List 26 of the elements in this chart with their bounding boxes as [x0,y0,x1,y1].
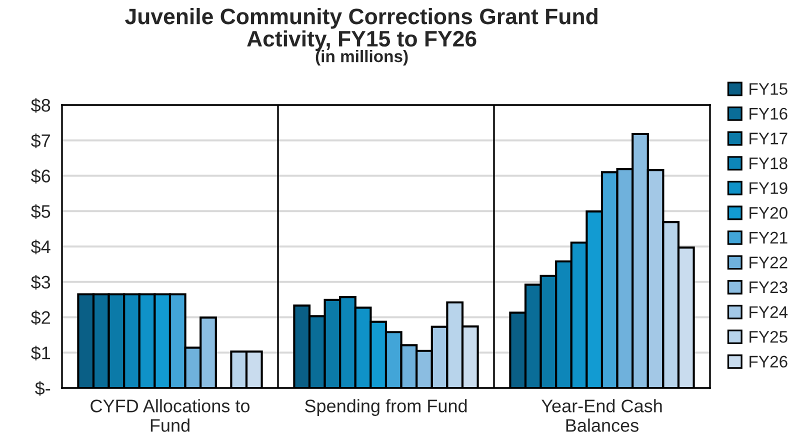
y-tick-label: $2 [31,310,50,326]
x-tick-label: Year-End Cash Balances [542,399,662,432]
legend-label: FY25 [750,330,788,343]
x-tick-label: CYFD Allocations to Fund [90,399,250,432]
legend-label: FY18 [750,157,788,170]
y-tick-label: $5 [31,204,50,219]
chart-subtitle: (in millions) [316,50,408,66]
legend-label: FY20 [750,207,788,219]
legend-label: FY24 [750,306,788,318]
legend-label: FY15 [750,83,788,95]
y-tick-label: $8 [31,98,50,113]
legend-label: FY17 [750,132,788,144]
y-tick-label: $6 [31,168,50,184]
x-tick-label: Spending from Fund [305,399,467,416]
legend-label: FY21 [750,232,788,244]
chart-title: Juvenile Community Corrections Grant Fund Activity, FY15 to FY26 [125,8,598,52]
legend-label: FY16 [750,108,788,120]
legend-label: FY26 [750,356,788,368]
legend-label: FY23 [750,281,788,294]
y-tick-label: $3 [31,275,50,290]
legend-label: FY22 [750,256,788,268]
y-tick-label: $1 [31,346,50,360]
y-tick-label: $4 [31,240,50,254]
legend-label: FY19 [750,182,788,194]
y-tick-label: $- [35,381,50,396]
y-tick-label: $7 [31,134,50,148]
